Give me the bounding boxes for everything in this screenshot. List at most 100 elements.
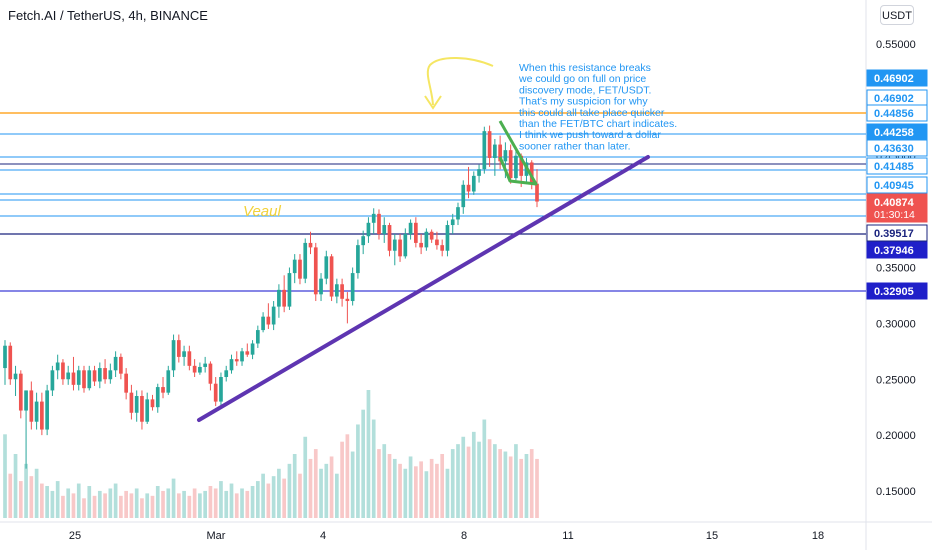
- volume-bar: [435, 463, 439, 518]
- volume-bar: [24, 463, 28, 518]
- volume-bar: [176, 493, 181, 518]
- candle-body: [277, 289, 281, 307]
- volume-bar: [171, 478, 176, 518]
- volume-bar: [61, 495, 65, 518]
- candle-body: [108, 370, 113, 380]
- volume-bar: [308, 458, 313, 518]
- candle-body: [461, 184, 466, 208]
- price-level-label: 0.46902: [874, 93, 914, 105]
- candle-body: [493, 144, 497, 158]
- candle-body: [498, 144, 502, 162]
- annotation-note-line: When this resistance breaks: [519, 62, 651, 74]
- symbol-title[interactable]: Fetch.AI / TetherUS, 4h, BINANCE: [8, 8, 208, 23]
- time-tick-label: Mar: [207, 530, 226, 542]
- volume-bar: [414, 466, 418, 518]
- candle-body: [208, 363, 213, 384]
- volume-bar: [208, 486, 213, 518]
- candle-body: [82, 370, 86, 389]
- volume-bar: [234, 493, 239, 518]
- annotation-note-line: this could all take place quicker: [519, 107, 665, 119]
- arrow-head: [424, 95, 442, 110]
- volume-bar: [456, 444, 460, 518]
- time-tick-label: 15: [706, 530, 718, 542]
- volume-bar: [461, 436, 466, 518]
- candle-body: [150, 399, 155, 408]
- volume-bar: [82, 498, 86, 518]
- volume-bar: [245, 490, 250, 518]
- volume-bar: [471, 431, 476, 518]
- candle-body: [8, 345, 13, 380]
- candle-body: [140, 396, 144, 422]
- volume-bar: [140, 498, 144, 518]
- volume-bar: [108, 488, 113, 518]
- candle-body: [113, 356, 118, 371]
- time-tick-label: 8: [461, 530, 467, 542]
- annotation-note-line: than the FET/BTC chart indicates.: [519, 118, 677, 130]
- time-tick-label: 4: [320, 530, 326, 542]
- candle-body: [119, 356, 123, 374]
- candle-body: [97, 368, 102, 382]
- volume-bar: [350, 451, 355, 518]
- candle-body: [477, 169, 481, 176]
- annotation-note-line: sooner rather than later.: [519, 140, 631, 152]
- volume-bar: [124, 490, 128, 518]
- volume-bar: [356, 424, 360, 518]
- candle-body: [319, 278, 323, 295]
- candle-body: [224, 370, 229, 378]
- volume-bar: [213, 488, 218, 518]
- candle-body: [13, 373, 18, 380]
- candle-body: [340, 284, 344, 299]
- price-level-label-box: [866, 224, 928, 242]
- candle-body: [424, 231, 429, 248]
- candle-body: [166, 370, 171, 393]
- candle-body: [161, 387, 165, 393]
- candle-body: [271, 306, 276, 325]
- annotation-note-line: That's my suspicion for why: [519, 96, 648, 108]
- annotation-note-line: discovery mode, FET/USDT.: [519, 84, 651, 96]
- time-tick-label: 18: [812, 530, 824, 542]
- price-level-label: 0.43630: [874, 143, 914, 155]
- candle-body: [61, 362, 65, 380]
- volume-bar: [45, 486, 49, 518]
- candle-body: [213, 383, 218, 402]
- volume-bar: [119, 495, 123, 518]
- annotation-note-line: we could go on full on price: [518, 73, 646, 85]
- candle-body: [371, 213, 376, 223]
- candle-body: [350, 273, 355, 302]
- candle-body: [508, 150, 513, 179]
- candle-body: [261, 316, 265, 331]
- candle-body: [92, 370, 97, 382]
- candle-body: [255, 330, 260, 344]
- candle-body: [466, 184, 471, 192]
- currency-button[interactable]: USDT: [880, 5, 914, 25]
- volume-bar: [403, 468, 408, 518]
- candle-body: [155, 387, 160, 408]
- candle-body: [187, 351, 192, 366]
- volume-bar: [514, 444, 518, 518]
- price-level-label: 0.39517: [874, 228, 914, 240]
- price-level-label-box: [866, 139, 928, 157]
- volume-bar: [440, 454, 445, 518]
- volume-bar: [498, 449, 502, 518]
- volume-bar: [535, 458, 539, 518]
- candle-body: [129, 392, 134, 413]
- price-tick-label: 0.30000: [876, 318, 916, 330]
- price-level-label-box: [866, 193, 928, 223]
- volume-bar: [255, 481, 260, 518]
- volume-bar: [292, 454, 297, 518]
- candle-body: [219, 377, 223, 402]
- volume-bar: [266, 483, 271, 518]
- volume-bar: [450, 449, 455, 518]
- candle-body: [414, 222, 418, 243]
- candle-body: [192, 365, 197, 373]
- volume-bar: [87, 486, 92, 518]
- candle-body: [356, 245, 360, 274]
- volume-bar: [129, 493, 134, 518]
- candle-body: [45, 390, 49, 430]
- price-tick-label: 0.20000: [876, 430, 916, 442]
- candle-body: [482, 131, 487, 170]
- volume-bar: [477, 441, 481, 518]
- candle-body: [250, 343, 255, 355]
